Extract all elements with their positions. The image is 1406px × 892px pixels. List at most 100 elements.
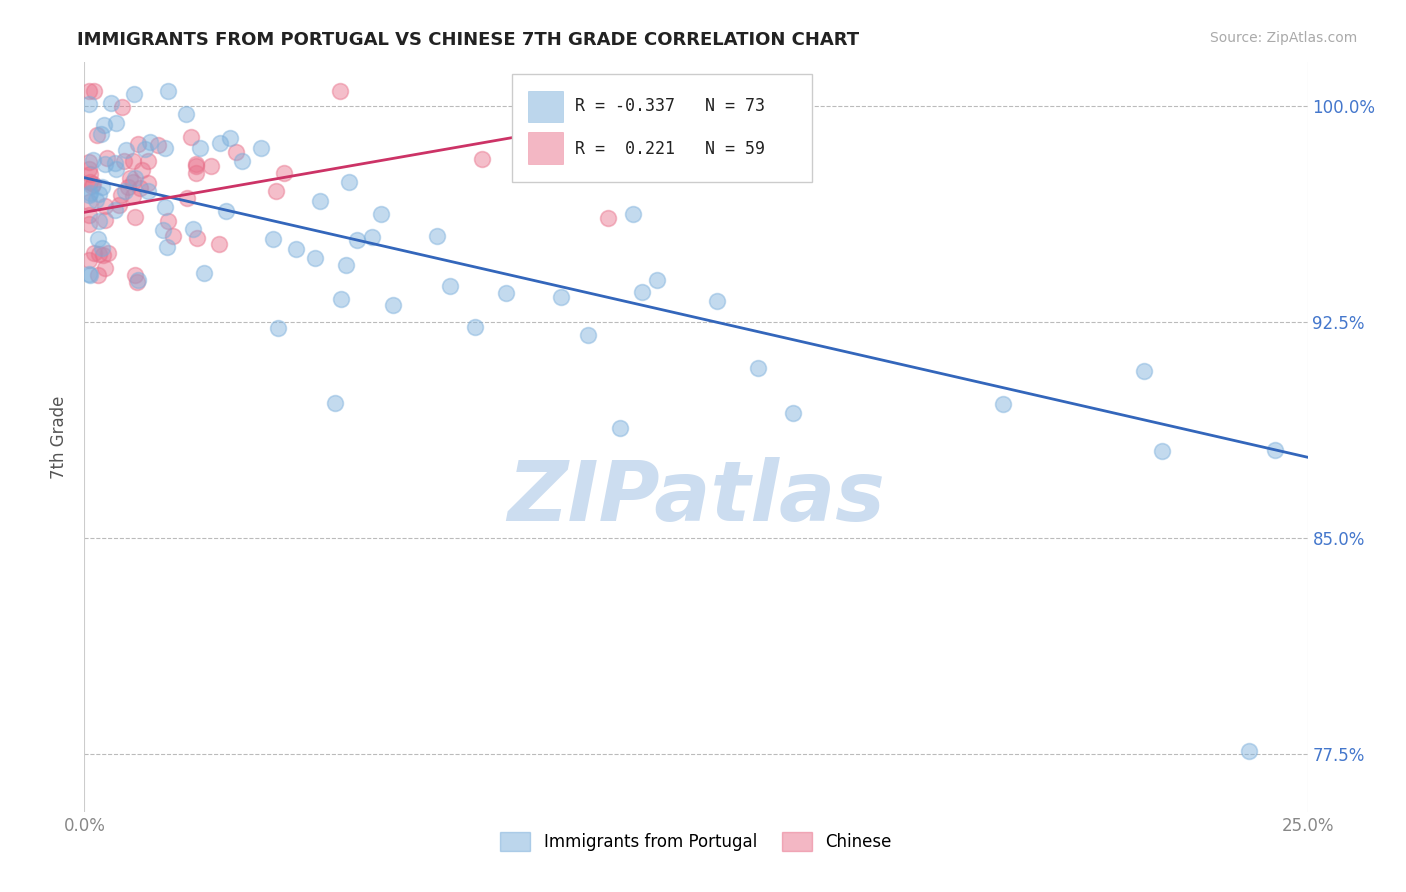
Point [184,157,207,171]
Point [181,221,204,235]
Point [90,128,112,142]
Point [1237,744,1260,758]
Point [94,260,117,275]
Point [139,135,162,149]
Point [471,152,494,166]
Point [86,232,108,246]
Point [82,153,104,167]
Point [575,143,598,157]
Point [118,170,141,185]
Point [1152,443,1174,458]
Point [124,268,146,282]
Point [127,137,149,152]
Point [284,243,307,257]
Point [97,245,120,260]
Point [83,84,105,98]
Point [77,161,100,176]
Point [176,191,198,205]
Text: R = -0.337   N = 73: R = -0.337 N = 73 [575,97,765,115]
Point [77,267,100,281]
Point [993,397,1015,411]
Point [136,184,159,198]
Point [335,258,357,272]
Point [122,87,145,102]
FancyBboxPatch shape [529,132,562,163]
Point [706,293,728,308]
Point [127,273,149,287]
Point [77,84,100,98]
Point [77,188,100,202]
Point [128,181,150,195]
Point [426,229,449,244]
Point [89,187,111,202]
Point [77,253,100,268]
Point [250,141,273,155]
Point [219,130,242,145]
Point [186,159,208,173]
Point [94,157,117,171]
Point [124,171,146,186]
Point [381,298,404,312]
Point [114,184,136,198]
Y-axis label: 7th Grade: 7th Grade [51,395,69,479]
Point [104,156,127,170]
Point [79,175,101,189]
Point [83,245,105,260]
Point [131,162,153,177]
Point [136,176,159,190]
Point [156,239,179,253]
Point [208,237,231,252]
Point [77,217,100,231]
Point [134,142,156,156]
Point [273,166,295,180]
Point [439,279,461,293]
Point [782,406,804,420]
Point [464,319,486,334]
Point [82,177,104,191]
Point [264,184,287,198]
Point [346,233,368,247]
Point [231,153,253,168]
Point [225,145,247,160]
Point [86,128,108,142]
Point [361,230,384,244]
Point [631,285,654,299]
FancyBboxPatch shape [513,74,813,182]
Point [193,266,215,280]
Point [339,175,361,189]
Point [111,100,134,114]
Point [93,118,115,132]
Point [1264,443,1286,458]
Point [91,248,114,262]
Point [208,136,231,150]
Point [155,201,177,215]
Point [1133,364,1156,378]
Point [89,213,111,227]
Point [84,193,107,207]
Point [91,179,114,194]
Point [495,285,517,300]
Point [93,199,115,213]
Point [148,137,170,152]
Point [537,164,560,178]
Point [174,107,197,121]
Point [77,97,100,112]
Point [562,84,585,98]
Point [105,161,128,176]
Point [96,152,118,166]
Text: Source: ZipAtlas.com: Source: ZipAtlas.com [1209,31,1357,45]
Legend: Immigrants from Portugal, Chinese: Immigrants from Portugal, Chinese [492,823,900,860]
Text: IMMIGRANTS FROM PORTUGAL VS CHINESE 7TH GRADE CORRELATION CHART: IMMIGRANTS FROM PORTUGAL VS CHINESE 7TH … [77,31,859,49]
Point [747,361,769,376]
Point [94,213,117,227]
Point [200,159,222,173]
Point [180,130,202,145]
Point [77,209,100,223]
FancyBboxPatch shape [529,91,562,122]
Point [186,231,208,245]
Point [621,207,644,221]
Point [108,198,131,212]
Text: ZIPatlas: ZIPatlas [508,457,884,538]
Point [156,214,179,228]
Point [79,268,101,282]
